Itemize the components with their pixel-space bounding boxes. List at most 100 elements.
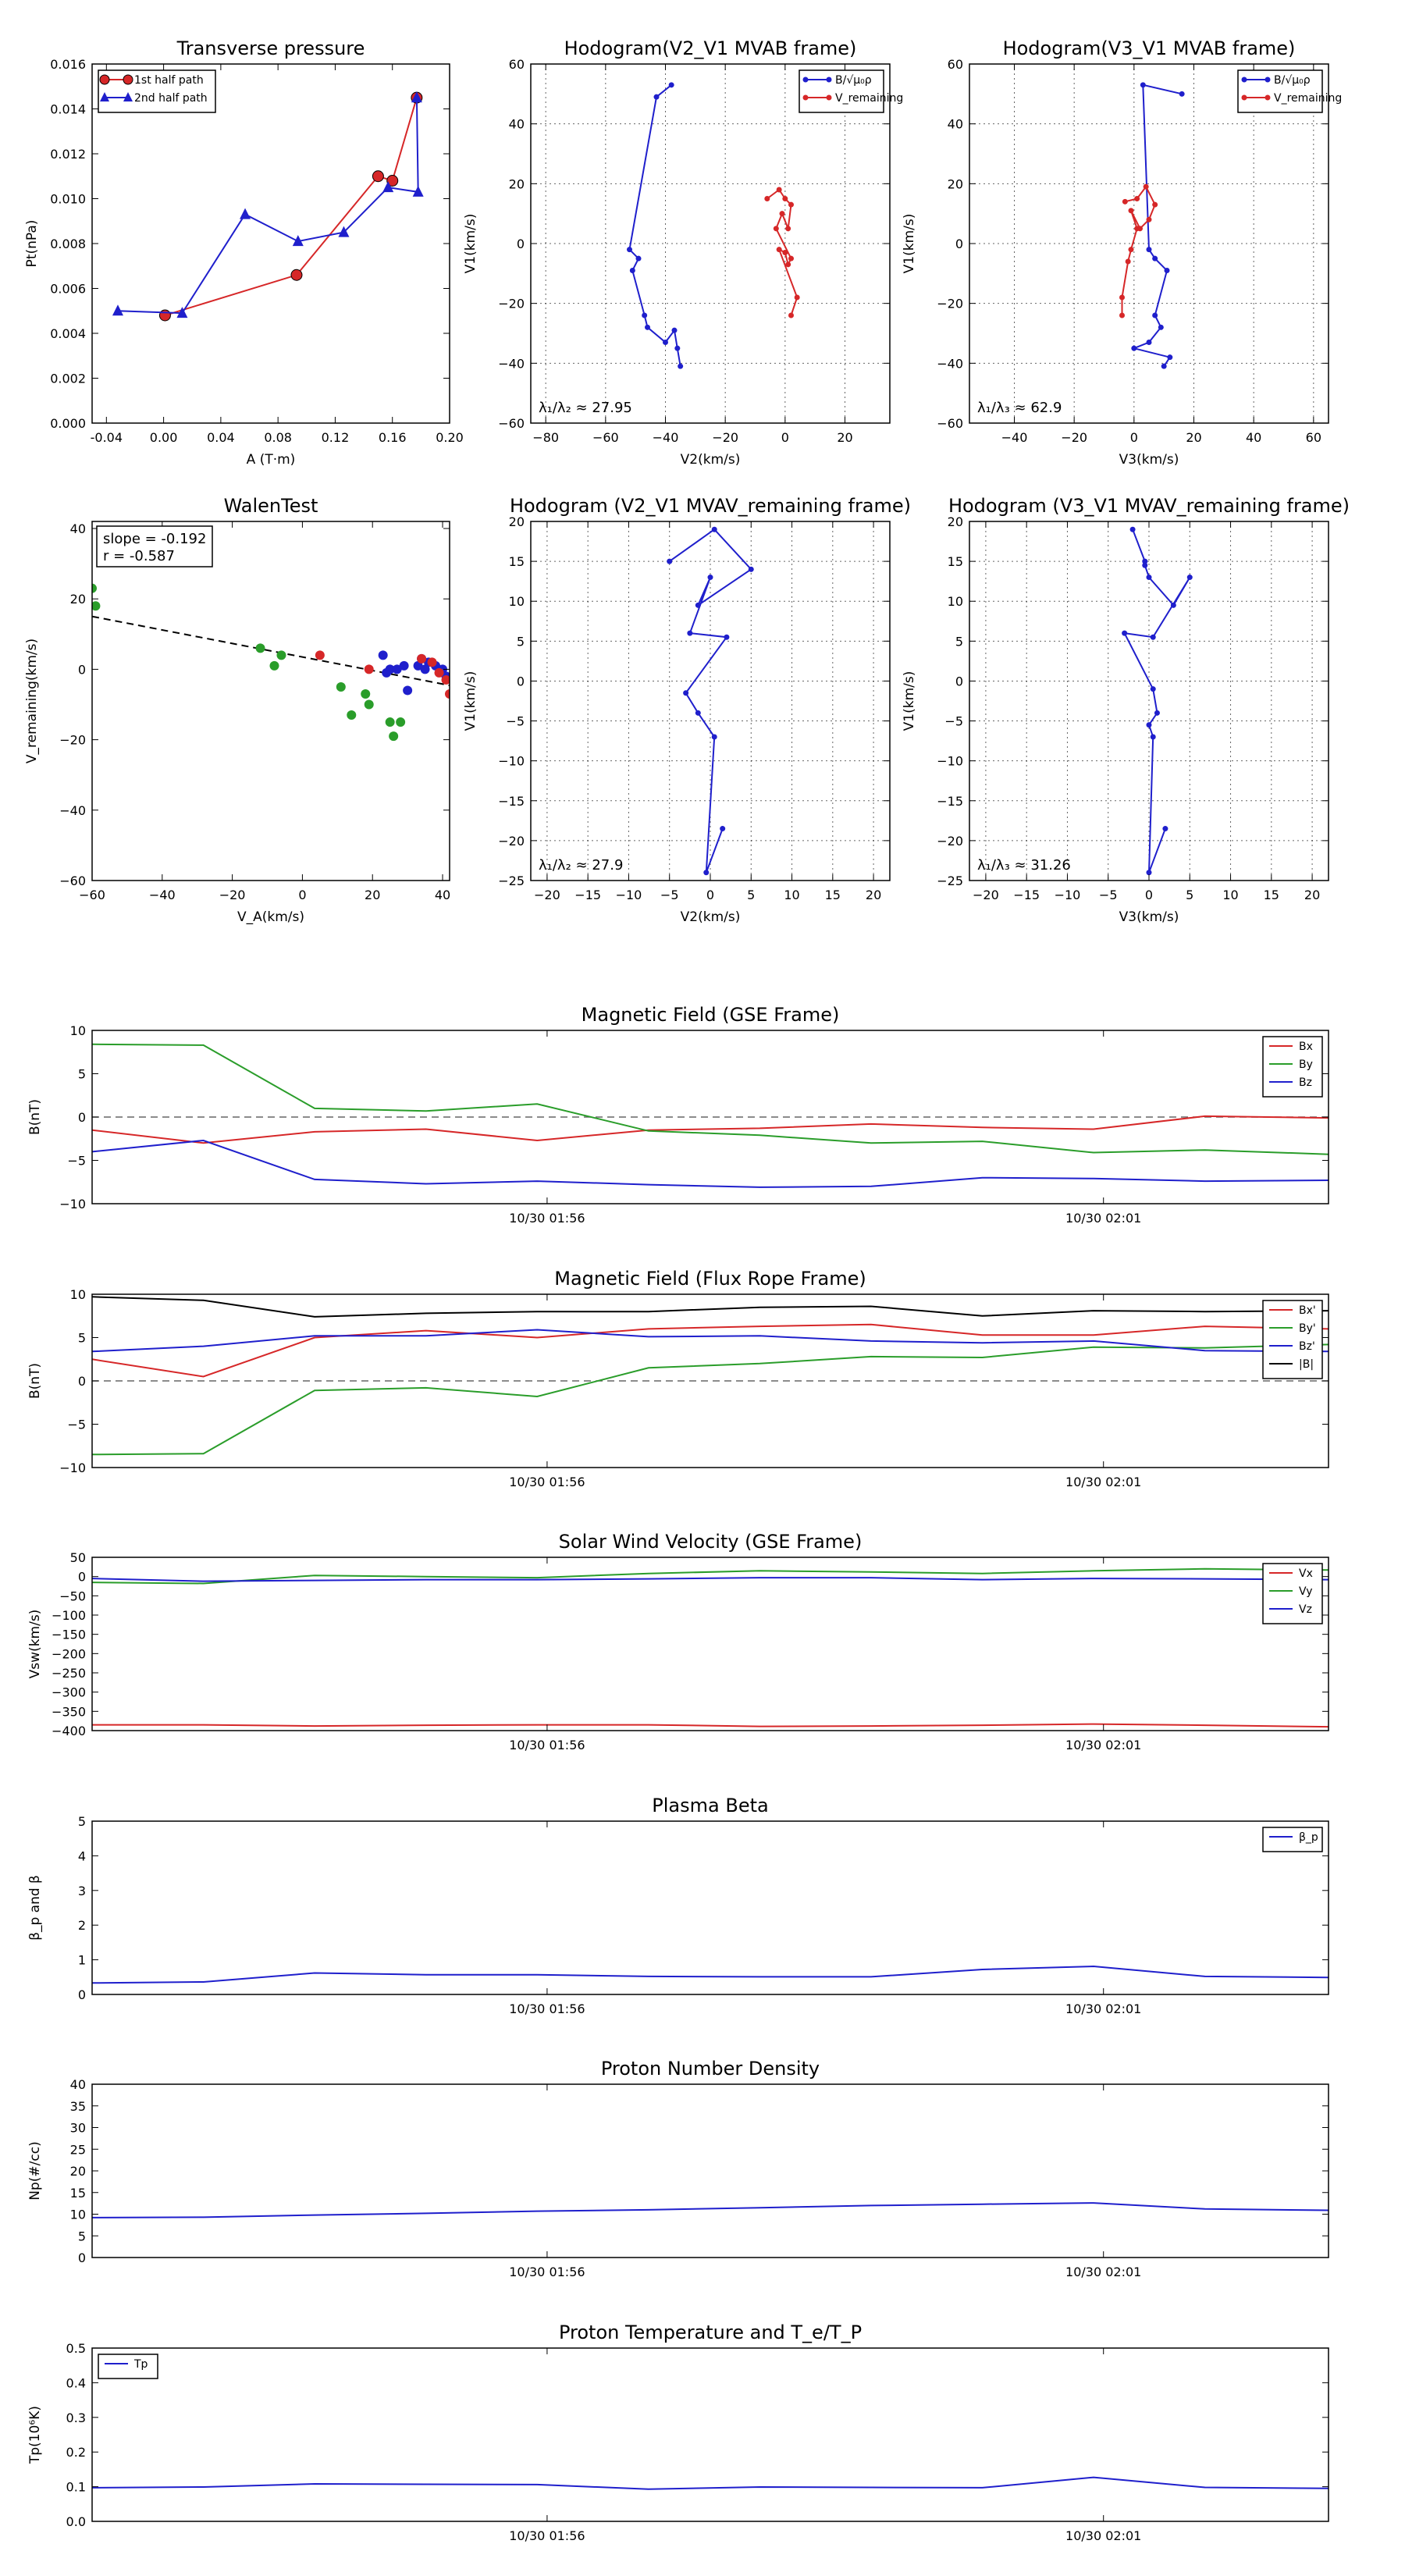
x-tick-label: 20 [866, 888, 881, 902]
scatter-point [417, 654, 426, 664]
y-tick-label: 0.004 [50, 326, 86, 341]
y-tick-label: 15 [948, 554, 963, 569]
x-tick-label: 0.16 [379, 430, 407, 445]
data-point [678, 364, 683, 369]
legend-label: V_remaining [835, 92, 903, 105]
legend-label: β_p [1299, 1831, 1318, 1844]
y-tick-label: −60 [937, 416, 963, 431]
y-tick-label: 0.016 [50, 57, 86, 72]
x-tick-label: −40 [653, 430, 679, 445]
legend-label: By' [1299, 1322, 1316, 1335]
y-tick-label: 0.2 [66, 2445, 86, 2460]
y-tick-label: 0 [78, 662, 86, 677]
x-tick-label: −5 [1099, 888, 1118, 902]
x-tick-label: -0.04 [91, 430, 123, 445]
chart-magnetic_field_fluxrope: 10/30 01:5610/30 02:01−10−50510Magnetic … [27, 1268, 1329, 1489]
chart-proton_temperature: 10/30 01:5610/30 02:010.00.10.20.30.40.5… [27, 2322, 1329, 2543]
x-tick-label: 0 [1130, 430, 1138, 445]
y-tick-label: 5 [78, 2229, 86, 2243]
y-tick-label: 0.006 [50, 282, 86, 297]
data-point [1131, 346, 1136, 351]
data-point [1158, 325, 1164, 330]
y-tick-label: 15 [70, 2186, 86, 2201]
x-tick-label: 0 [706, 888, 714, 902]
legend-label: Bx' [1299, 1304, 1316, 1317]
x-tick-label: −20 [1061, 430, 1087, 445]
plot-area [1119, 82, 1185, 368]
plot-area [627, 82, 800, 368]
chart-hodogram_v3v1_mvav: −20−15−10−505101520−25−20−15−10−50510152… [902, 495, 1350, 925]
series-0-line [92, 2203, 1329, 2218]
data-point [695, 603, 701, 608]
data-point [1122, 199, 1128, 205]
y-tick-label: 0.4 [66, 2375, 86, 2390]
chart-plasma_beta: 10/30 01:5610/30 02:01012345Plasma Betaβ… [27, 1795, 1329, 2016]
x-tick-label: 10/30 01:56 [509, 1738, 585, 1752]
series-by--line [92, 1344, 1329, 1454]
y-axis-label: V1(km/s) [463, 214, 478, 274]
y-axis-label: β_p and β [27, 1875, 43, 1941]
y-axis-label: V1(km/s) [902, 214, 917, 274]
axes-frame [92, 2348, 1329, 2521]
legend-label: 1st half path [134, 74, 204, 87]
data-point [1134, 226, 1140, 231]
axes-frame [92, 2084, 1329, 2258]
y-tick-label: 5 [955, 634, 963, 649]
y-tick-label: −20 [937, 297, 963, 311]
eigenvalue-ratio-label: λ₁/λ₂ ≈ 27.95 [539, 400, 632, 416]
y-tick-label: 5 [78, 1814, 86, 1829]
stats-line: slope = -0.192 [103, 531, 206, 547]
legend-label: B/√μ₀ρ [835, 74, 872, 87]
series-0-line [1125, 529, 1190, 873]
x-tick-label: 0 [298, 888, 306, 902]
chart-proton_density: 10/30 01:5610/30 02:010510152025303540Pr… [27, 2058, 1329, 2279]
y-tick-label: −5 [506, 714, 525, 729]
eigenvalue-ratio-label: λ₁/λ₃ ≈ 62.9 [977, 400, 1062, 416]
legend-label: Bz' [1299, 1340, 1315, 1353]
y-tick-label: −100 [52, 1608, 86, 1623]
x-tick-label: −80 [532, 430, 559, 445]
data-point [240, 208, 251, 219]
data-point [1152, 313, 1158, 318]
x-tick-label: 10/30 01:56 [509, 2001, 585, 2016]
y-tick-label: 0.5 [66, 2341, 86, 2356]
data-point [785, 262, 791, 267]
y-tick-label: −400 [52, 1724, 86, 1738]
data-point [1129, 247, 1134, 252]
y-tick-label: 0.000 [50, 416, 86, 431]
data-point [1122, 631, 1127, 636]
legend-marker [1265, 77, 1271, 83]
data-point [1179, 91, 1185, 97]
x-tick-label: 60 [1306, 430, 1321, 445]
chart-transverse_pressure: -0.040.000.040.080.120.160.200.0000.0020… [24, 37, 464, 468]
data-point [1151, 686, 1156, 692]
axes-frame [92, 1821, 1329, 1994]
x-tick-label: 20 [837, 430, 852, 445]
y-tick-label: 0 [78, 1110, 86, 1125]
legend-marker [827, 95, 832, 101]
y-tick-label: −10 [59, 1197, 86, 1212]
y-tick-label: −5 [67, 1154, 86, 1169]
chart-hodogram_v3v1_mvab: −40−200204060−60−40−200204060Hodogram(V3… [902, 37, 1342, 468]
y-tick-label: −40 [59, 803, 86, 818]
y-tick-label: 0 [78, 1570, 86, 1585]
scatter-point [403, 685, 412, 695]
chart-title: Transverse pressure [176, 37, 365, 59]
chart-solar_wind_velocity: 10/30 01:5610/30 02:01−400−350−300−250−2… [27, 1531, 1329, 1752]
axes-frame [92, 521, 450, 881]
legend-marker [803, 77, 809, 83]
stats-line: r = -0.587 [103, 548, 175, 564]
data-point [1126, 259, 1131, 265]
data-point [1147, 575, 1152, 580]
data-point [1161, 364, 1167, 369]
data-point [720, 826, 725, 831]
series-bz-line [92, 1140, 1329, 1187]
y-tick-label: 20 [509, 176, 525, 191]
x-tick-label: 20 [365, 888, 380, 902]
data-point [1162, 826, 1168, 831]
data-point [782, 196, 788, 201]
series-vx-line [92, 1724, 1329, 1727]
series-by-line [92, 1044, 1329, 1155]
data-point [703, 870, 709, 875]
